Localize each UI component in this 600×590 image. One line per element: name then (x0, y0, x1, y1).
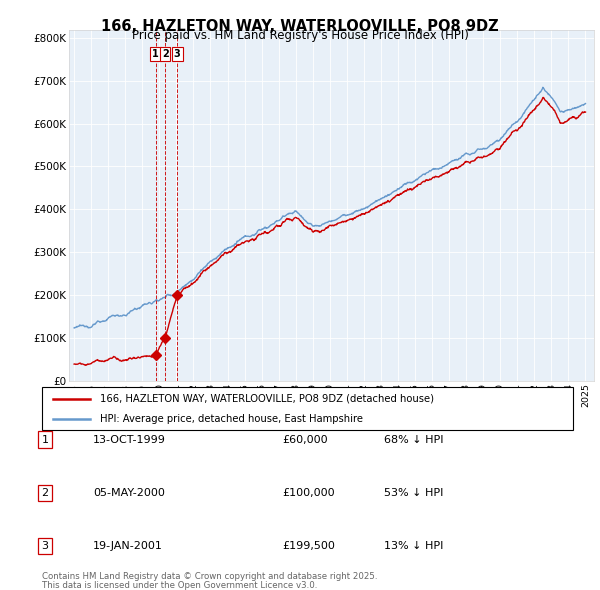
Text: HPI: Average price, detached house, East Hampshire: HPI: Average price, detached house, East… (100, 414, 364, 424)
Text: 166, HAZLETON WAY, WATERLOOVILLE, PO8 9DZ: 166, HAZLETON WAY, WATERLOOVILLE, PO8 9D… (101, 19, 499, 34)
Text: This data is licensed under the Open Government Licence v3.0.: This data is licensed under the Open Gov… (42, 581, 317, 589)
Text: 1: 1 (152, 49, 159, 59)
Text: £100,000: £100,000 (282, 488, 335, 497)
Text: 166, HAZLETON WAY, WATERLOOVILLE, PO8 9DZ (detached house): 166, HAZLETON WAY, WATERLOOVILLE, PO8 9D… (100, 394, 434, 404)
Text: £60,000: £60,000 (282, 435, 328, 444)
Text: 13-OCT-1999: 13-OCT-1999 (93, 435, 166, 444)
Text: Contains HM Land Registry data © Crown copyright and database right 2025.: Contains HM Land Registry data © Crown c… (42, 572, 377, 581)
Text: 3: 3 (174, 49, 181, 59)
Text: 13% ↓ HPI: 13% ↓ HPI (384, 541, 443, 550)
Text: 2: 2 (162, 49, 169, 59)
Text: 68% ↓ HPI: 68% ↓ HPI (384, 435, 443, 444)
Text: 3: 3 (41, 541, 49, 550)
Text: 19-JAN-2001: 19-JAN-2001 (93, 541, 163, 550)
Text: 53% ↓ HPI: 53% ↓ HPI (384, 488, 443, 497)
Text: 05-MAY-2000: 05-MAY-2000 (93, 488, 165, 497)
Text: Price paid vs. HM Land Registry's House Price Index (HPI): Price paid vs. HM Land Registry's House … (131, 30, 469, 42)
FancyBboxPatch shape (42, 387, 573, 430)
Text: 1: 1 (41, 435, 49, 444)
Text: £199,500: £199,500 (282, 541, 335, 550)
Text: 2: 2 (41, 488, 49, 497)
